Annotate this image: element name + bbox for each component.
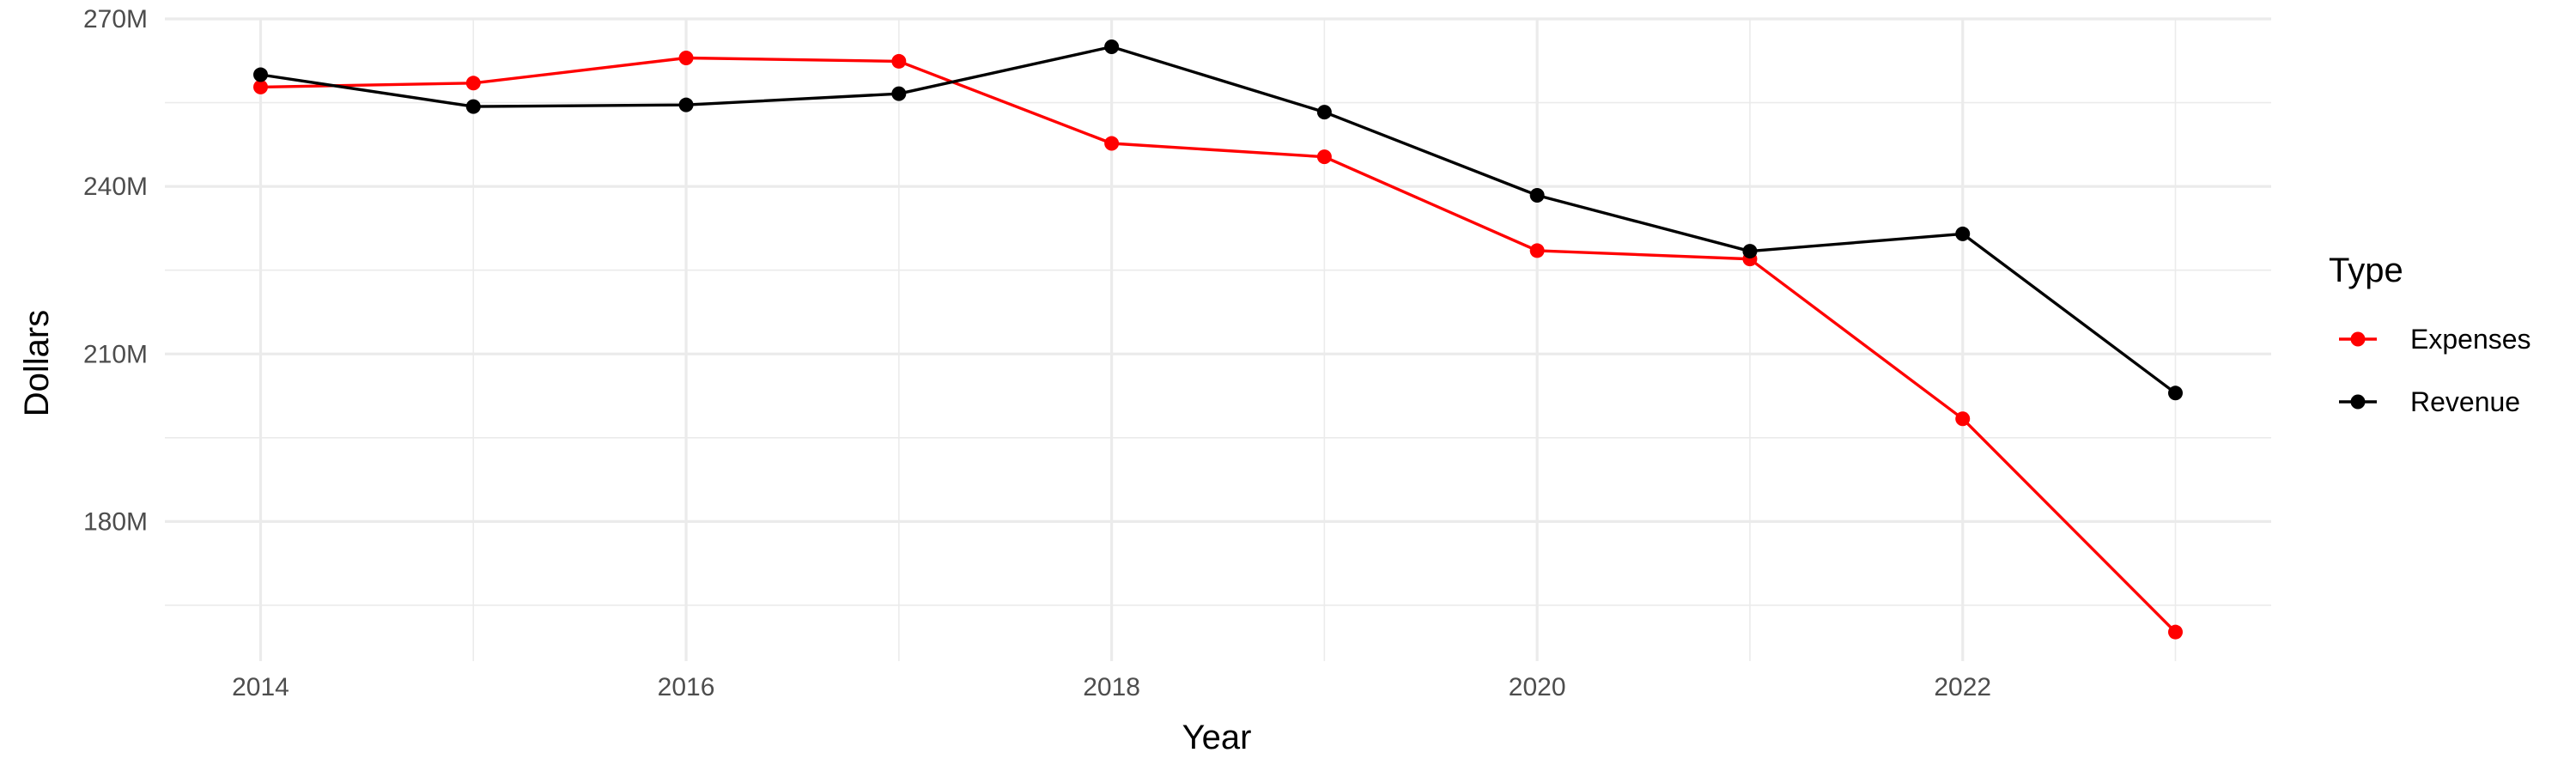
legend-label: Revenue xyxy=(2410,386,2520,417)
y-tick-label: 180M xyxy=(83,507,148,536)
series-line-expenses xyxy=(260,56,2177,634)
data-point-revenue xyxy=(253,67,268,82)
grid xyxy=(165,17,2271,661)
data-point-expenses xyxy=(1529,243,1545,258)
legend-label: Expenses xyxy=(2410,324,2531,355)
series-revenue xyxy=(253,39,2183,401)
legend-item-expenses: Expenses xyxy=(2339,324,2531,355)
x-tick-label: 2018 xyxy=(1083,673,1140,701)
data-point-revenue xyxy=(678,97,694,112)
data-point-revenue xyxy=(891,86,907,101)
data-point-expenses xyxy=(1104,136,1120,151)
data-point-expenses xyxy=(2168,624,2183,640)
data-point-expenses xyxy=(1316,149,1332,165)
data-point-revenue xyxy=(465,99,481,114)
legend: Type Expenses Revenue xyxy=(2329,252,2531,417)
x-tick-label: 2022 xyxy=(1934,673,1991,701)
x-tick-label: 2020 xyxy=(1509,673,1566,701)
series-layer xyxy=(253,39,2183,640)
legend-key-point xyxy=(2350,331,2366,347)
series-expenses xyxy=(253,51,2183,640)
data-point-expenses xyxy=(253,79,268,94)
y-tick-label: 240M xyxy=(83,173,148,201)
data-point-expenses xyxy=(678,51,694,66)
data-point-expenses xyxy=(465,76,481,91)
data-point-revenue xyxy=(1955,226,1971,241)
data-point-revenue xyxy=(1316,105,1332,120)
data-point-expenses xyxy=(891,53,907,69)
data-point-revenue xyxy=(2168,385,2183,401)
x-axis-title: Year xyxy=(1182,719,1252,756)
series-line-revenue xyxy=(260,45,2177,395)
y-tick-label: 270M xyxy=(83,5,148,33)
y-axis-ticks: 180M 210M 240M 270M xyxy=(83,5,148,536)
x-tick-label: 2016 xyxy=(658,673,715,701)
data-point-revenue xyxy=(1104,39,1120,55)
data-point-revenue xyxy=(1742,244,1758,259)
data-point-expenses xyxy=(1955,411,1971,427)
y-axis-title: Dollars xyxy=(18,310,56,416)
legend-key-point xyxy=(2350,394,2366,410)
x-tick-label: 2014 xyxy=(232,673,289,701)
x-axis-ticks: 2014 2016 2018 2020 2022 xyxy=(232,673,1991,701)
data-point-revenue xyxy=(1529,188,1545,203)
legend-item-revenue: Revenue xyxy=(2339,386,2520,417)
y-tick-label: 210M xyxy=(83,340,148,368)
legend-title: Type xyxy=(2329,252,2403,289)
